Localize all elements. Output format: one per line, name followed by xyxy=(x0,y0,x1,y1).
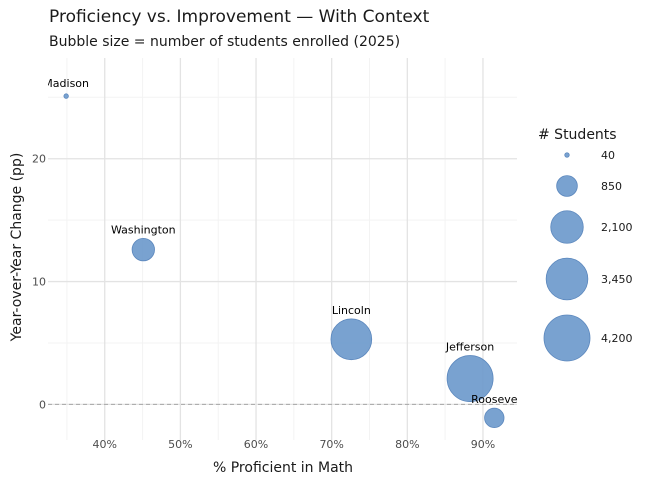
y-axis-label: Year-over-Year Change (pp) xyxy=(9,153,25,343)
legend-label: 40 xyxy=(601,149,615,162)
x-axis-label: % Proficient in Math xyxy=(213,460,353,476)
point-label-jefferson: Jefferson xyxy=(445,341,494,354)
legend-label: 2,100 xyxy=(601,221,633,234)
bubble-lincoln xyxy=(330,318,373,361)
y-tick-label: 10 xyxy=(32,276,46,289)
point-labels: Madison Washington Lincoln Jefferson Rooseve xyxy=(43,77,518,406)
legend-label: 850 xyxy=(601,180,622,193)
legend-bubble xyxy=(564,152,570,158)
x-tick-label: 90% xyxy=(471,438,495,451)
bubble-roosevelt xyxy=(484,407,505,429)
legend-bubble xyxy=(556,175,578,197)
legend-bubble xyxy=(550,210,584,244)
legend-bubble xyxy=(543,314,591,362)
y-axis-ticks: 0 10 20 xyxy=(32,153,46,412)
legend: # Students 40 850 2,100 3,450 4,200 xyxy=(538,127,633,362)
bubbles xyxy=(63,93,505,429)
bubble-washington xyxy=(131,237,155,262)
chart-subtitle: Bubble size = number of students enrolle… xyxy=(49,34,401,50)
x-tick-label: 50% xyxy=(168,438,192,451)
y-tick-label: 0 xyxy=(39,398,46,411)
point-label-lincoln: Lincoln xyxy=(332,304,371,317)
bubble-jefferson xyxy=(446,355,494,402)
y-tick-label: 20 xyxy=(32,153,46,166)
x-tick-label: 80% xyxy=(395,438,419,451)
point-label-washington: Washington xyxy=(111,223,176,236)
x-tick-label: 40% xyxy=(93,438,117,451)
legend-label: 3,450 xyxy=(601,273,633,286)
bubble-madison xyxy=(63,93,69,99)
legend-label: 4,200 xyxy=(601,332,633,345)
legend-bubble xyxy=(545,257,589,301)
gridlines xyxy=(48,58,517,440)
legend-title: # Students xyxy=(538,127,617,143)
x-axis-ticks: 40% 50% 60% 70% 80% 90% xyxy=(93,438,496,451)
x-tick-label: 70% xyxy=(319,438,343,451)
chart-title: Proficiency vs. Improvement — With Conte… xyxy=(49,7,430,27)
point-label-roosevelt: Rooseve xyxy=(471,393,518,406)
x-tick-label: 60% xyxy=(244,438,268,451)
point-label-madison: Madison xyxy=(43,77,89,90)
